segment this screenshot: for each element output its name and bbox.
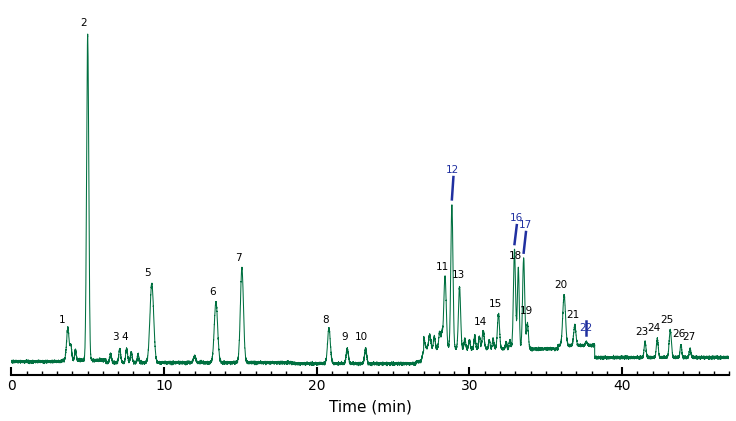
Text: 22: 22 — [579, 323, 592, 333]
Text: 9: 9 — [341, 332, 347, 342]
Text: 12: 12 — [446, 165, 459, 175]
Text: 6: 6 — [209, 287, 216, 297]
Text: 5: 5 — [145, 269, 152, 278]
Text: 1: 1 — [59, 315, 66, 325]
Text: 18: 18 — [509, 251, 522, 261]
Text: 14: 14 — [473, 317, 486, 327]
Text: 4: 4 — [121, 332, 127, 342]
Text: 21: 21 — [566, 310, 579, 320]
Text: 2: 2 — [80, 18, 87, 27]
Text: 7: 7 — [235, 253, 241, 263]
Text: 3: 3 — [113, 332, 119, 342]
Text: 26: 26 — [672, 328, 685, 338]
X-axis label: Time (min): Time (min) — [329, 399, 411, 414]
Text: 15: 15 — [489, 299, 502, 309]
Text: 16: 16 — [509, 213, 523, 224]
Text: 27: 27 — [682, 332, 696, 342]
Text: 23: 23 — [635, 327, 648, 337]
Text: 10: 10 — [355, 332, 368, 342]
Text: 24: 24 — [648, 323, 661, 333]
Text: 17: 17 — [519, 220, 532, 230]
Text: 13: 13 — [452, 270, 465, 280]
Text: 19: 19 — [520, 306, 534, 316]
Text: 20: 20 — [554, 280, 567, 290]
Text: 11: 11 — [435, 261, 448, 272]
Text: 8: 8 — [322, 315, 328, 325]
Text: 25: 25 — [661, 315, 674, 325]
